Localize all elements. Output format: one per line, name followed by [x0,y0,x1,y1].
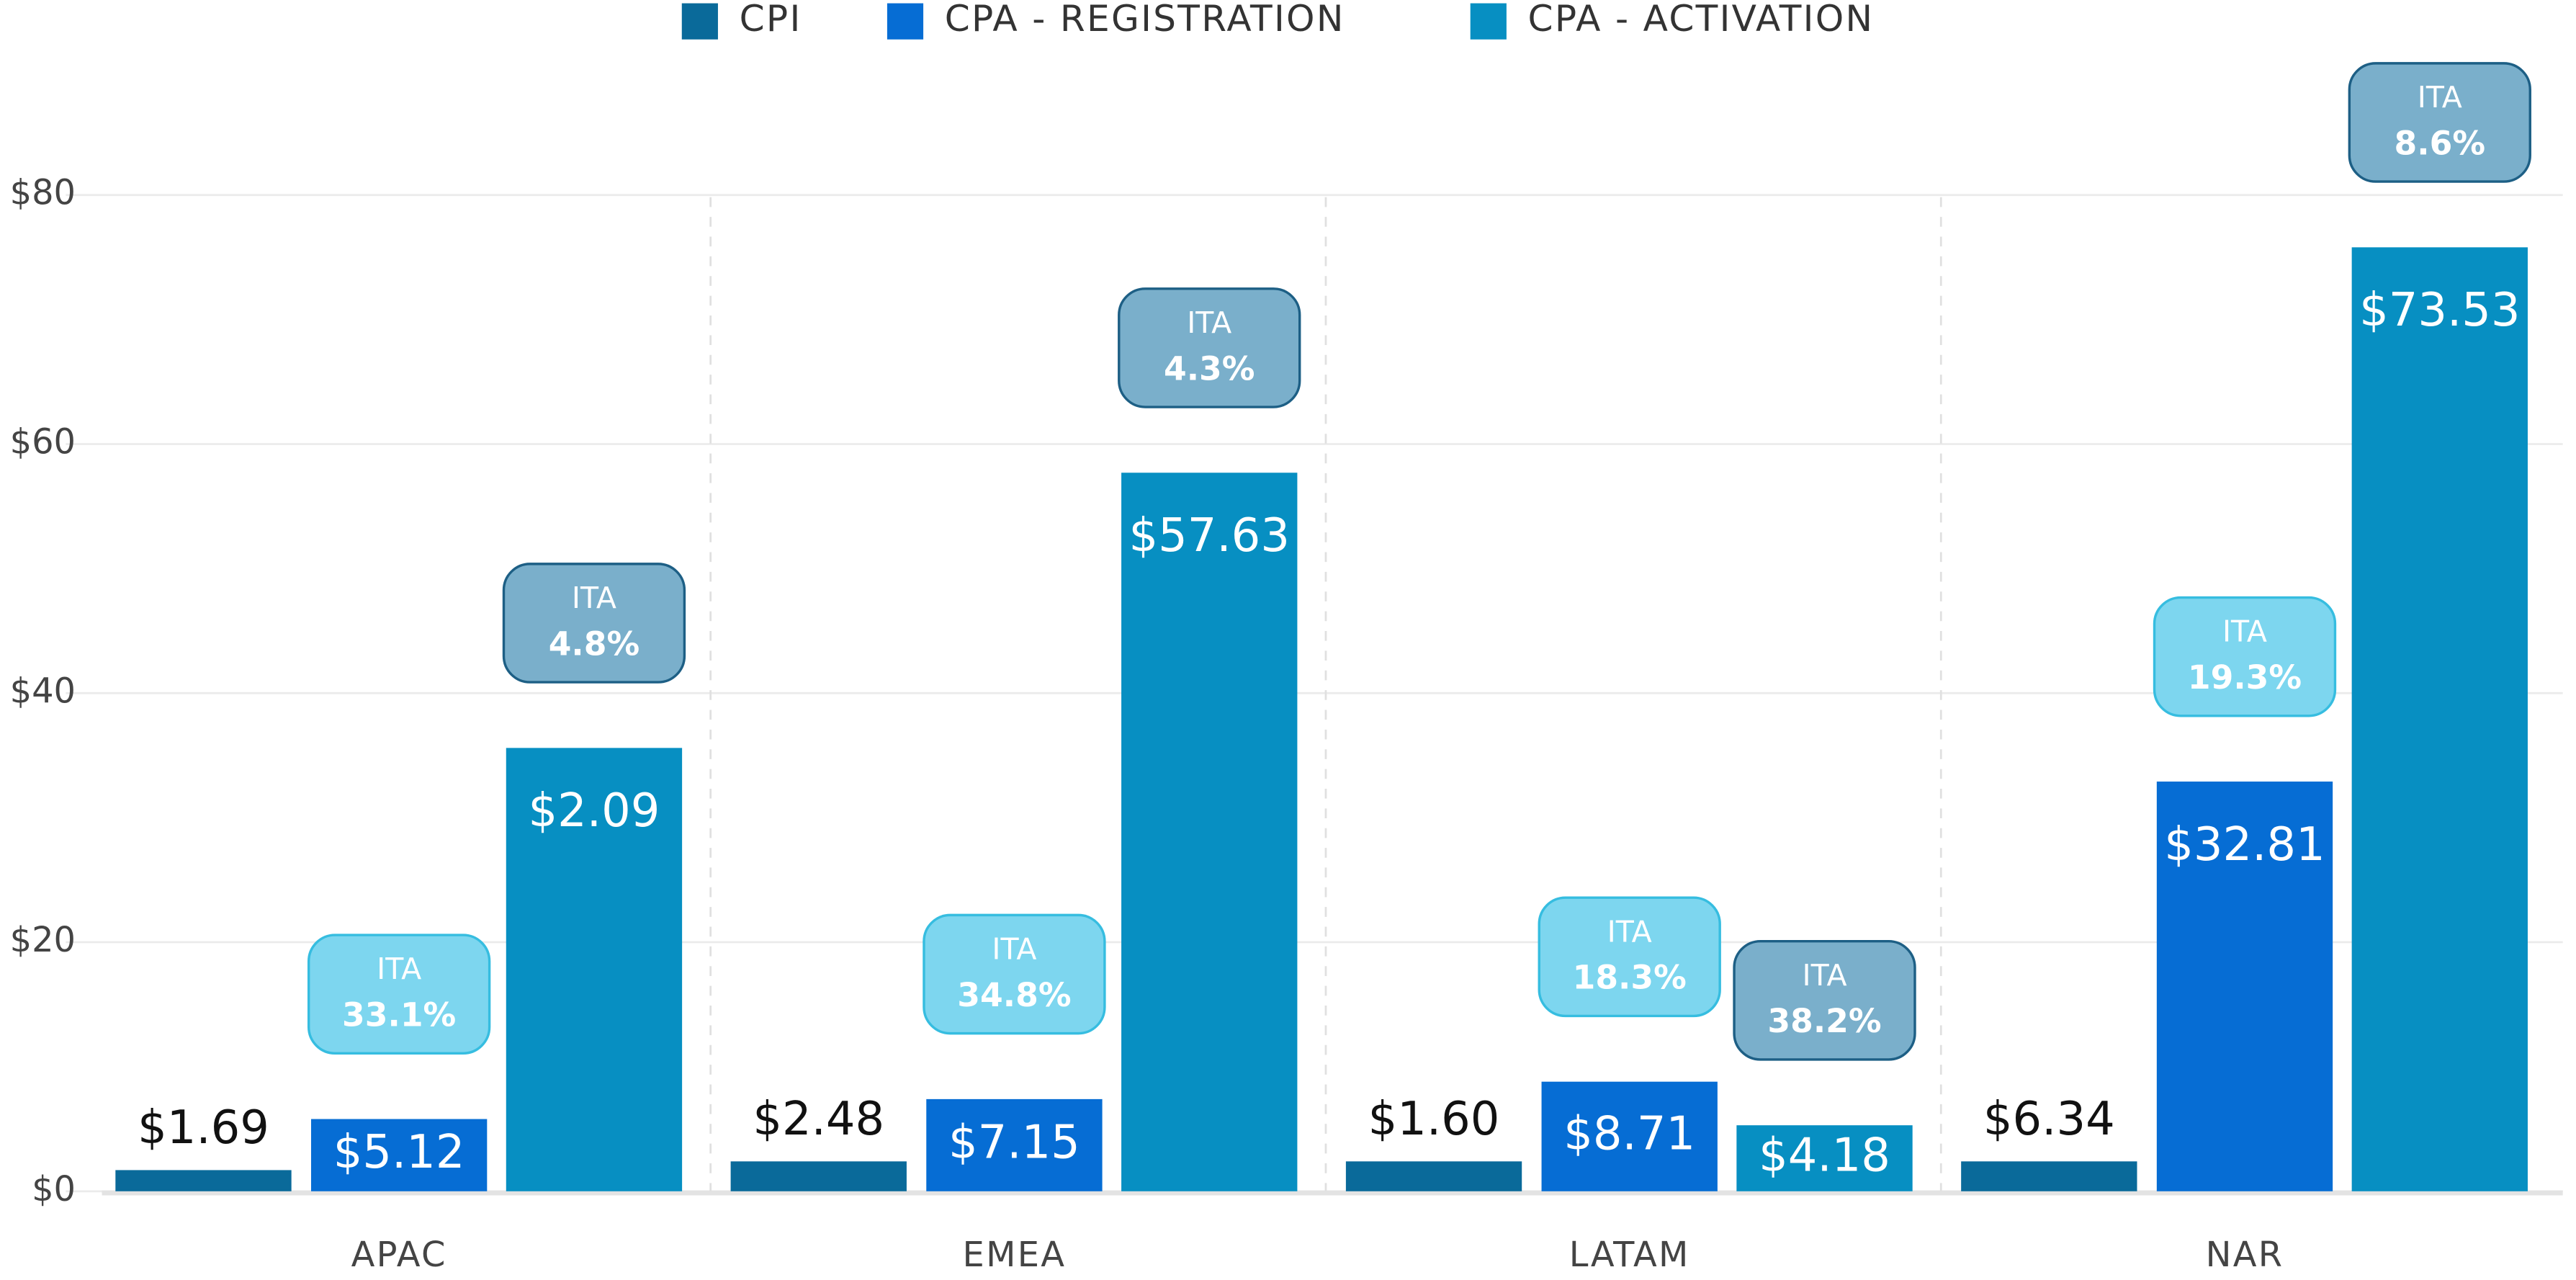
bar-label: $73.53 [2359,284,2520,337]
bar [926,1098,1103,1191]
callout-value: 8.6% [2395,124,2486,162]
bar-label: $5.12 [333,1126,465,1179]
bar-label: $4.18 [1759,1129,1890,1183]
bar [1121,473,1298,1191]
callout-title: ITA [377,952,421,986]
bar-label: $32.81 [2164,818,2325,872]
callout-value: 38.2% [1767,1002,1881,1040]
callout-title: ITA [992,932,1036,967]
legend-label: CPA - ACTIVATION [1528,0,1875,40]
callout-box [502,563,686,684]
callout-value: 18.3% [1573,959,1687,997]
callout-title: ITA [572,581,616,615]
bar-label: $1.60 [1368,1093,1500,1146]
bar-label: $1.69 [138,1101,269,1155]
legend-label: CPI [740,0,802,40]
legend-swatch [1470,3,1507,40]
bar-label: $2.09 [529,784,660,838]
legend-swatch [887,3,924,40]
x-tick-label: EMEA [963,1235,1067,1275]
callout-value: 33.1% [342,996,456,1034]
callout-title: ITA [2418,80,2462,115]
y-tick-label: $0 [32,1170,76,1209]
callout-value: 4.3% [1164,349,1255,388]
callout-title: ITA [1187,305,1231,340]
callout-box [307,934,491,1055]
bar [310,1119,488,1191]
callout-title: ITA [1802,958,1846,993]
bar [2351,247,2528,1191]
x-tick-label: NAR [2206,1235,2284,1275]
bar-label: $7.15 [948,1116,1080,1169]
x-tick-label: LATAM [1569,1235,1690,1275]
callout-box [1733,939,1916,1061]
bar-label: $6.34 [1983,1093,2115,1146]
legend-label: CPA - REGISTRATION [945,0,1345,40]
bar [1736,1125,1913,1191]
bar [2156,782,2333,1191]
callout-value: 19.3% [2188,658,2302,697]
bar [1961,1161,2137,1191]
bar [506,748,683,1191]
callout-box [2348,62,2531,183]
callout-title: ITA [2222,614,2267,649]
callout-box [2153,596,2337,717]
callout-box [1538,896,1721,1018]
y-tick-label: $40 [10,671,76,711]
callout-title: ITA [1607,914,1652,949]
bar-label: $8.71 [1563,1107,1695,1160]
x-tick-label: APAC [351,1235,447,1275]
y-tick-label: $60 [10,423,76,462]
bar [115,1170,292,1191]
bar [1345,1161,1522,1191]
bar [1541,1081,1718,1191]
bar-label: $2.48 [753,1093,884,1146]
callout-box [923,913,1106,1035]
callout-box [1118,287,1301,408]
y-tick-label: $80 [10,174,76,213]
callout-value: 4.8% [549,625,640,663]
bar-label: $57.63 [1129,509,1290,563]
bar [730,1161,907,1191]
y-tick-label: $20 [10,921,76,960]
callout-value: 34.8% [957,976,1071,1014]
legend-swatch [681,3,718,40]
